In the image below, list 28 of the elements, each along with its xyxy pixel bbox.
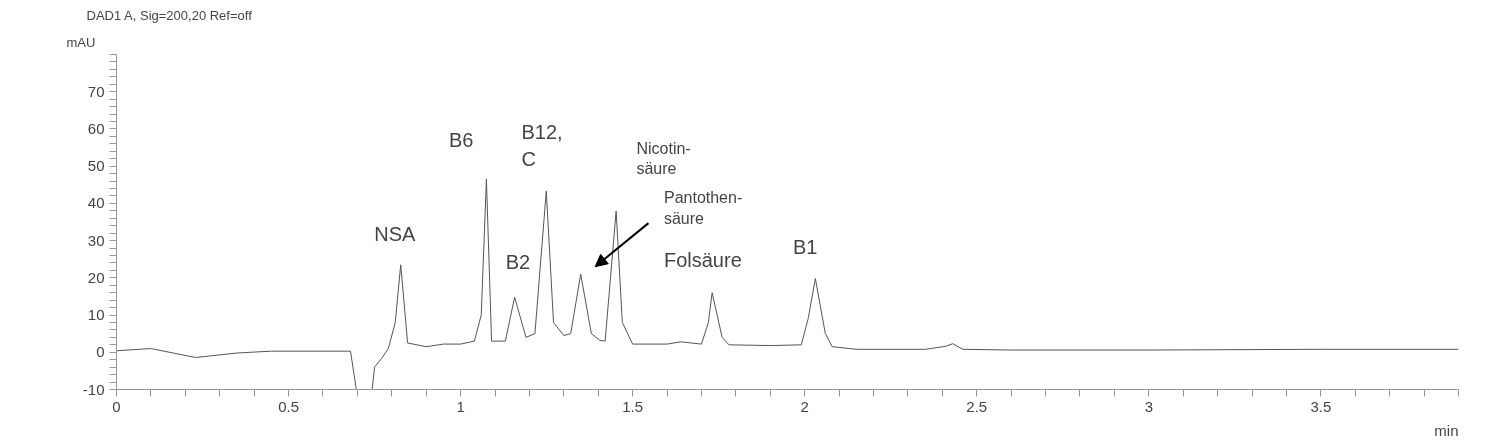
y-tick-label: 10	[87, 306, 105, 324]
x-tick-label: 3.5	[1310, 397, 1332, 415]
annotation: Folsäure	[663, 249, 742, 272]
x-axis-title: min	[1434, 421, 1459, 439]
y-tick-label: 0	[96, 343, 105, 361]
x-tick-label: 1.5	[622, 397, 644, 415]
x-tick-label: 3	[1144, 397, 1153, 415]
y-tick-label: 60	[87, 119, 105, 137]
x-tick-label: 0	[112, 397, 121, 415]
x-tick-label: 2	[800, 397, 809, 415]
annotation: B2	[505, 250, 531, 273]
y-tick-label: -10	[82, 380, 105, 398]
x-tick-label: 0.5	[278, 397, 299, 415]
annotation: Nicotin- säure	[636, 139, 691, 178]
x-tick-label: 1	[456, 397, 465, 415]
y-tick-label: 70	[87, 82, 105, 100]
x-tick-label: 2.5	[966, 397, 988, 415]
y-axis-title: mAU	[66, 34, 96, 50]
y-tick-label: 20	[87, 268, 105, 286]
annotation: Pantothen- säure	[663, 189, 743, 227]
y-tick-label: 50	[87, 157, 105, 175]
annotation: B12, C	[521, 121, 563, 170]
annotation: B1	[793, 236, 818, 259]
annotation: B6	[448, 129, 474, 152]
annotation: NSA	[374, 223, 417, 246]
y-tick-label: 40	[87, 194, 105, 212]
y-tick-label: 30	[87, 231, 105, 249]
chart-title: DAD1 A, Sig=200,20 Ref=off	[86, 7, 253, 23]
